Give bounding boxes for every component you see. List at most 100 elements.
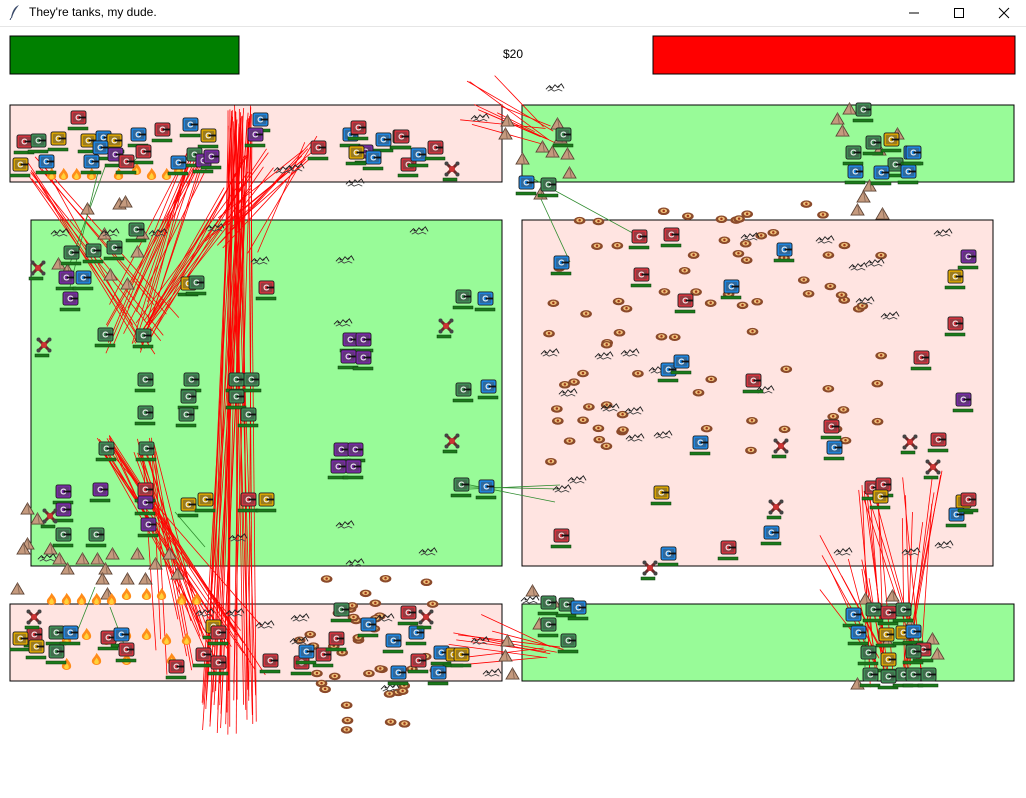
tank-icon[interactable]	[16, 134, 33, 149]
tank-icon[interactable]	[365, 150, 382, 165]
tank-icon[interactable]	[477, 291, 494, 306]
tank-icon[interactable]	[905, 667, 922, 682]
tank-icon[interactable]	[677, 293, 694, 308]
battlefield[interactable]	[0, 27, 1026, 798]
tank-icon[interactable]	[140, 517, 157, 532]
tank-icon[interactable]	[553, 528, 570, 543]
tank-icon[interactable]	[400, 605, 417, 620]
tank-icon[interactable]	[878, 627, 895, 642]
tank-icon[interactable]	[865, 135, 882, 150]
tank-icon[interactable]	[570, 600, 587, 615]
close-button[interactable]	[981, 0, 1026, 26]
tank-icon[interactable]	[183, 372, 200, 387]
tank-icon[interactable]	[633, 267, 650, 282]
tank-icon[interactable]	[298, 644, 315, 659]
tank-icon[interactable]	[947, 269, 964, 284]
tank-icon[interactable]	[58, 270, 75, 285]
tank-icon[interactable]	[745, 373, 762, 388]
tank-icon[interactable]	[106, 133, 123, 148]
tank-icon[interactable]	[92, 140, 109, 155]
tank-icon[interactable]	[180, 389, 197, 404]
tank-icon[interactable]	[180, 497, 197, 512]
tank-icon[interactable]	[135, 144, 152, 159]
tank-icon[interactable]	[385, 633, 402, 648]
tank-icon[interactable]	[333, 602, 350, 617]
tank-icon[interactable]	[62, 291, 79, 306]
tank-icon[interactable]	[62, 625, 79, 640]
tank-icon[interactable]	[845, 607, 862, 622]
tank-icon[interactable]	[170, 155, 187, 170]
tank-icon[interactable]	[845, 145, 862, 160]
tank-icon[interactable]	[97, 327, 114, 342]
tank-icon[interactable]	[947, 316, 964, 331]
tank-icon[interactable]	[905, 624, 922, 639]
tank-icon[interactable]	[333, 442, 350, 457]
tank-icon[interactable]	[178, 407, 195, 422]
tank-icon[interactable]	[660, 546, 677, 561]
tank-icon[interactable]	[453, 647, 470, 662]
tank-icon[interactable]	[228, 372, 245, 387]
tank-icon[interactable]	[960, 249, 977, 264]
tank-icon[interactable]	[862, 667, 879, 682]
tank-icon[interactable]	[540, 177, 557, 192]
tank-icon[interactable]	[375, 132, 392, 147]
tank-icon[interactable]	[653, 485, 670, 500]
tank-icon[interactable]	[860, 645, 877, 660]
tank-icon[interactable]	[30, 133, 47, 148]
tank-icon[interactable]	[875, 477, 892, 492]
tank-icon[interactable]	[228, 389, 245, 404]
tank-icon[interactable]	[70, 110, 87, 125]
tank-icon[interactable]	[900, 164, 917, 179]
tank-icon[interactable]	[258, 280, 275, 295]
tank-icon[interactable]	[410, 147, 427, 162]
tank-icon[interactable]	[518, 175, 535, 190]
tank-icon[interactable]	[210, 655, 227, 670]
tank-icon[interactable]	[913, 350, 930, 365]
tank-icon[interactable]	[673, 354, 690, 369]
tank-icon[interactable]	[883, 132, 900, 147]
tank-icon[interactable]	[243, 372, 260, 387]
tank-icon[interactable]	[663, 227, 680, 242]
tank-icon[interactable]	[210, 625, 227, 640]
tank-icon[interactable]	[340, 349, 357, 364]
tank-icon[interactable]	[720, 540, 737, 555]
tank-icon[interactable]	[128, 222, 145, 237]
tank-icon[interactable]	[880, 605, 897, 620]
tank-icon[interactable]	[130, 127, 147, 142]
tank-icon[interactable]	[63, 245, 80, 260]
tank-icon[interactable]	[930, 432, 947, 447]
tank-icon[interactable]	[182, 117, 199, 132]
tank-icon[interactable]	[360, 617, 377, 632]
tank-icon[interactable]	[48, 644, 65, 659]
tank-icon[interactable]	[455, 382, 472, 397]
tank-icon[interactable]	[455, 289, 472, 304]
tank-icon[interactable]	[135, 328, 152, 343]
tank-icon[interactable]	[880, 669, 897, 684]
tank-icon[interactable]	[106, 240, 123, 255]
tank-icon[interactable]	[905, 644, 922, 659]
tank-icon[interactable]	[12, 631, 29, 646]
tank-icon[interactable]	[195, 647, 212, 662]
tank-icon[interactable]	[355, 350, 372, 365]
tank-icon[interactable]	[960, 492, 977, 507]
tank-icon[interactable]	[410, 653, 427, 668]
tank-icon[interactable]	[692, 435, 709, 450]
tank-icon[interactable]	[895, 602, 912, 617]
tank-icon[interactable]	[38, 154, 55, 169]
tank-icon[interactable]	[865, 602, 882, 617]
tank-icon[interactable]	[240, 492, 257, 507]
tank-icon[interactable]	[390, 665, 407, 680]
tank-icon[interactable]	[873, 165, 890, 180]
maximize-button[interactable]	[936, 0, 982, 26]
minimize-button[interactable]	[891, 0, 937, 26]
tank-icon[interactable]	[872, 489, 889, 504]
tank-icon[interactable]	[83, 154, 100, 169]
tank-icon[interactable]	[258, 492, 275, 507]
tank-icon[interactable]	[347, 442, 364, 457]
tank-icon[interactable]	[137, 372, 154, 387]
game-canvas[interactable]: $20	[0, 27, 1026, 798]
tank-icon[interactable]	[28, 639, 45, 654]
tank-icon[interactable]	[905, 145, 922, 160]
tank-icon[interactable]	[776, 242, 793, 257]
tank-icon[interactable]	[137, 482, 154, 497]
